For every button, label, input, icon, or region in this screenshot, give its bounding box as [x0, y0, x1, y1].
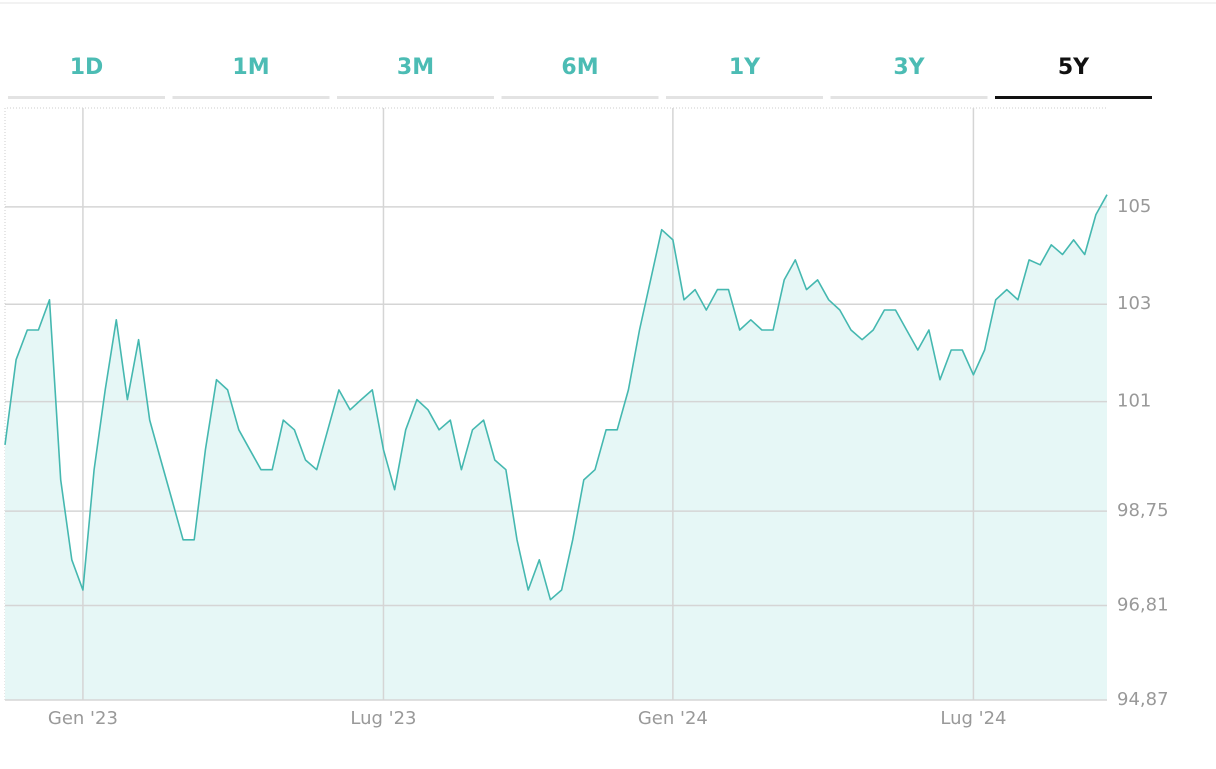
x-tick-label: Gen '23 [48, 708, 118, 729]
tab-underline [337, 96, 494, 99]
y-tick-label: 101 [1117, 391, 1151, 412]
tab[interactable]: 5Y [995, 40, 1152, 99]
tab-label[interactable]: 3M [397, 55, 434, 80]
tab-underline [830, 96, 988, 99]
area-fill [5, 194, 1107, 700]
tab-underline [995, 96, 1152, 99]
x-tick-label: Lug '24 [940, 708, 1006, 729]
y-tick-label: 103 [1117, 293, 1151, 314]
chart: 94,87 96,81 98,75 101 103 105 Gen '23 Lug '23 Ge… [4, 107, 1169, 729]
y-tick-label: 105 [1117, 196, 1151, 217]
tab[interactable]: 1Y [666, 40, 823, 99]
tab-label[interactable]: 1M [232, 55, 269, 80]
tab-bar: 1D 1M 3M 6M 1Y 3Y 5Y [8, 40, 1152, 99]
tab[interactable]: 1D [8, 40, 165, 99]
y-tick-label: 94,87 [1117, 689, 1169, 710]
tab-label[interactable]: 6M [561, 55, 598, 80]
tab-label[interactable]: 1D [70, 55, 104, 80]
x-tick-label: Lug '23 [350, 708, 416, 729]
tab-underline [172, 96, 330, 99]
tab[interactable]: 1M [172, 40, 330, 99]
tab-label[interactable]: 1Y [729, 55, 761, 80]
y-tick-label: 96,81 [1117, 595, 1169, 616]
tab[interactable]: 6M [501, 40, 659, 99]
tab-underline [8, 96, 165, 99]
y-tick-label: 98,75 [1117, 500, 1169, 521]
tab-label[interactable]: 5Y [1058, 55, 1090, 80]
plot-border [4, 107, 1107, 700]
tab-underline [501, 96, 659, 99]
tab[interactable]: 3M [337, 40, 494, 99]
tab-label[interactable]: 3Y [893, 55, 925, 80]
tab[interactable]: 3Y [830, 40, 988, 99]
tab-underline [666, 96, 823, 99]
x-tick-label: Gen '24 [638, 708, 708, 729]
price-line [4, 194, 1108, 601]
